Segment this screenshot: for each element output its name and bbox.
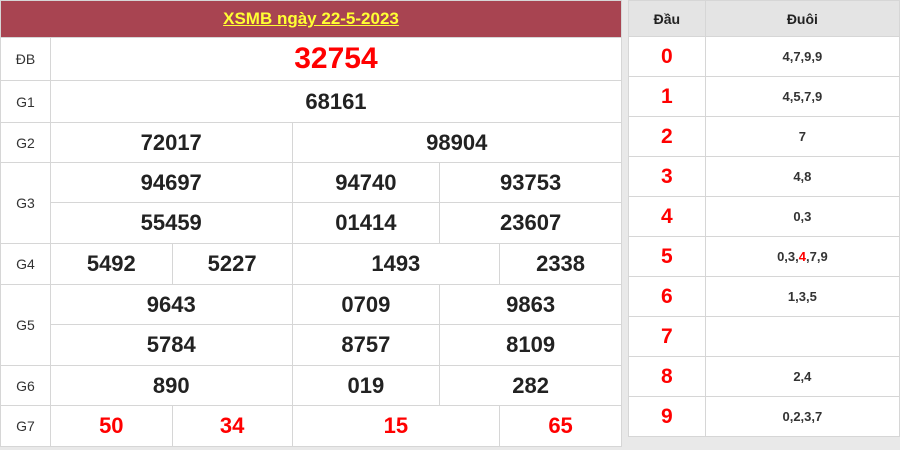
loto-head: 5 [628, 236, 706, 277]
prize-label: G3 [0, 162, 51, 244]
prize-label: G2 [0, 122, 51, 163]
loto-head: 0 [628, 36, 706, 77]
prize-number: 0709 [291, 284, 441, 325]
prize-number: 9863 [439, 284, 622, 325]
prize-number: 72017 [49, 122, 293, 163]
prize-number: 50 [49, 405, 173, 447]
prize-number: 282 [439, 365, 622, 406]
special-tail-highlight: 4 [798, 249, 806, 264]
loto-head: 3 [628, 156, 706, 197]
prize-label: G4 [0, 243, 51, 285]
prize-number: 55459 [49, 202, 293, 244]
results-title-link[interactable]: XSMB ngày 22-5-2023 [223, 9, 399, 28]
loto-tails: 0,3,4,7,9 [704, 236, 900, 277]
loto-head: 8 [628, 356, 706, 397]
loto-tails: 4,8 [704, 156, 900, 197]
loto-tails: 0,2,3,7 [704, 396, 900, 437]
prize-number: 5784 [49, 324, 293, 366]
loto-head: 6 [628, 276, 706, 317]
head-column-header: Đầu [628, 0, 706, 37]
prize-number: 890 [49, 365, 293, 406]
prize-number: 5227 [171, 243, 293, 285]
prize-number: 2338 [499, 243, 622, 285]
prize-number: 94697 [49, 162, 293, 203]
prize-number: 15 [291, 405, 501, 447]
tail-column-header: Đuôi [704, 0, 900, 37]
prize-number: 8109 [439, 324, 622, 366]
prize-number: 1493 [291, 243, 501, 285]
tail-text: ,7,9 [805, 249, 828, 264]
loto-head: 1 [628, 76, 706, 117]
special-prize: 32754 [49, 37, 623, 81]
prize-number: 9643 [49, 284, 293, 325]
prize-label: G5 [0, 284, 51, 366]
prize-number: 68161 [49, 80, 623, 123]
loto-head: 9 [628, 396, 706, 437]
prize-label: G6 [0, 365, 51, 406]
loto-tails: 0,3 [704, 196, 900, 237]
loto-tails: 2,4 [704, 356, 900, 397]
loto-head: 7 [628, 316, 706, 357]
prize-label: G1 [0, 80, 51, 123]
loto-tails: 1,3,5 [704, 276, 900, 317]
loto-tails [704, 316, 900, 357]
prize-number: 94740 [291, 162, 441, 203]
prize-number: 8757 [291, 324, 441, 366]
prize-number: 93753 [439, 162, 622, 203]
loto-head: 2 [628, 116, 706, 157]
results-title-cell: XSMB ngày 22-5-2023 [0, 0, 622, 38]
prize-number: 23607 [439, 202, 622, 244]
loto-tails: 4,5,7,9 [704, 76, 900, 117]
prize-number: 019 [291, 365, 441, 406]
loto-head: 4 [628, 196, 706, 237]
prize-number: 01414 [291, 202, 441, 244]
prize-label: ĐB [0, 37, 51, 81]
tail-text: 0,3, [777, 249, 799, 264]
prize-number: 65 [499, 405, 622, 447]
loto-tails: 7 [704, 116, 900, 157]
prize-label: G7 [0, 405, 51, 447]
results-table: XSMB ngày 22-5-2023 ĐB 32754 G1 68161 G2 72… [0, 0, 623, 447]
prize-number: 98904 [291, 122, 623, 163]
loto-tails: 4,7,9,9 [704, 36, 900, 77]
prize-number: 34 [171, 405, 293, 447]
prize-number: 5492 [49, 243, 173, 285]
